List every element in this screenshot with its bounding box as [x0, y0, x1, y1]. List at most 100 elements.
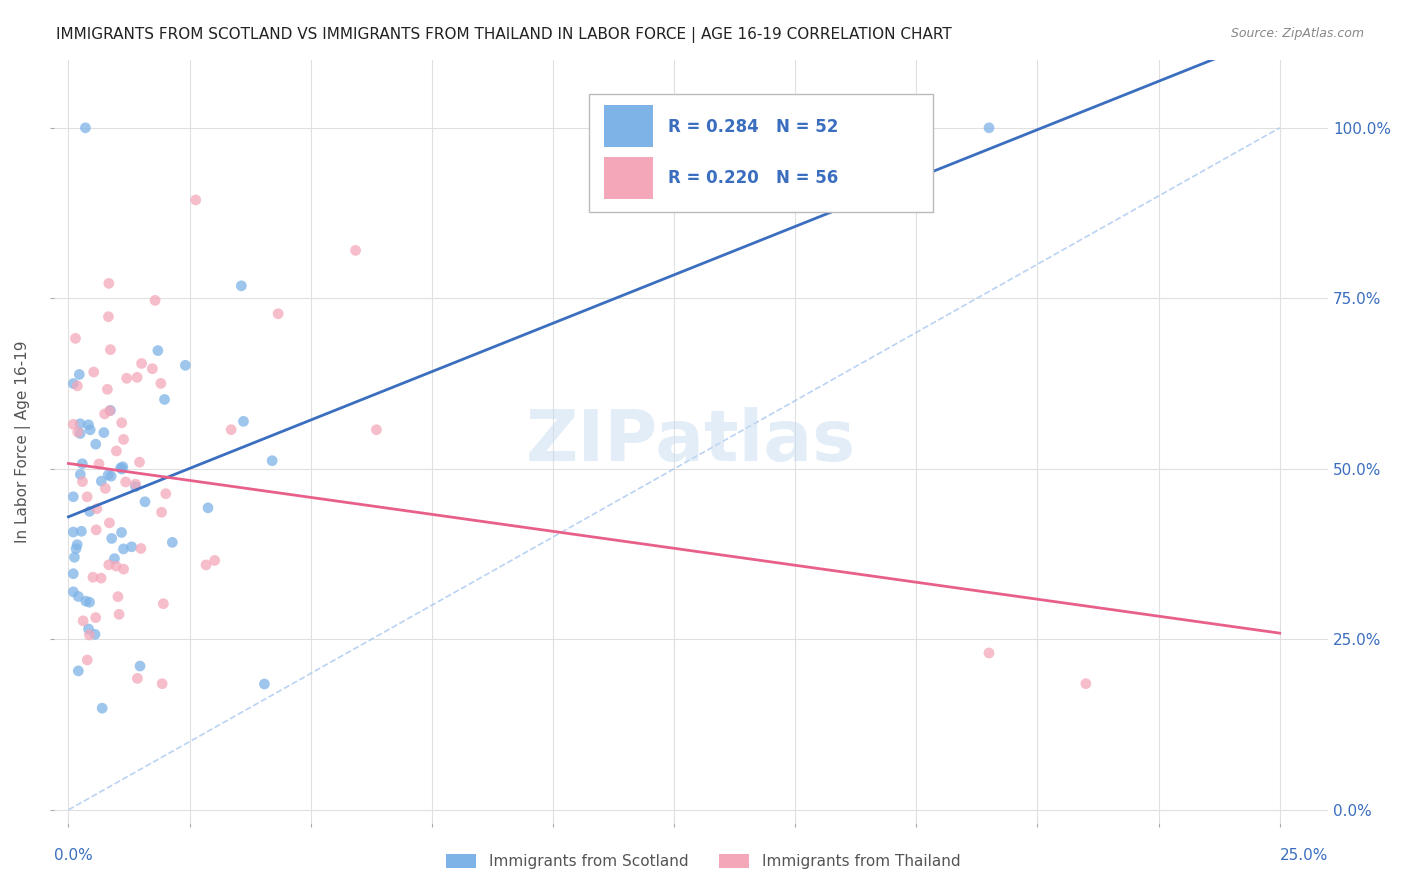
Point [114, 475, 136, 489]
Point [93, 407, 115, 421]
Point [67, 368, 90, 382]
Point [143, 293, 166, 308]
Point [62, 584, 84, 599]
Point [204, 553, 226, 567]
Point [84, 437, 107, 451]
Point [131, 356, 153, 370]
Point [66, 379, 89, 393]
Point [195, 558, 218, 572]
Point [150, 676, 173, 690]
Point [162, 535, 184, 549]
Point [103, 551, 125, 566]
Point [184, 193, 207, 207]
Point [146, 343, 169, 358]
Point [155, 486, 177, 500]
Point [100, 343, 122, 357]
Point [108, 607, 131, 622]
Point [83, 365, 105, 379]
Point [62, 490, 84, 504]
Point [86, 501, 108, 516]
Point [153, 392, 176, 407]
Point [62, 566, 84, 581]
Point [98, 516, 121, 530]
Point [72, 457, 94, 471]
Point [112, 433, 135, 447]
Point [977, 120, 1000, 135]
Point [90, 474, 112, 488]
Point [79, 423, 101, 437]
Point [124, 477, 146, 491]
Point [149, 376, 172, 391]
Point [105, 444, 128, 458]
Point [79, 628, 101, 642]
Point [63, 550, 86, 565]
Text: Source: ZipAtlas.com: Source: ZipAtlas.com [1230, 27, 1364, 40]
Point [129, 541, 152, 556]
Point [100, 532, 122, 546]
Point [65, 331, 87, 345]
Point [84, 523, 107, 537]
Point [69, 467, 91, 482]
Point [98, 403, 121, 417]
Point [62, 376, 84, 391]
Point [77, 622, 100, 636]
Point [112, 562, 135, 576]
Point [72, 614, 94, 628]
Point [69, 417, 91, 431]
Point [127, 672, 149, 686]
Point [94, 482, 117, 496]
Point [128, 455, 150, 469]
Point [366, 423, 388, 437]
Text: R = 0.220   N = 56: R = 0.220 N = 56 [668, 169, 838, 187]
Point [97, 467, 120, 482]
Point [129, 659, 152, 673]
Point [67, 590, 90, 604]
Bar [605, 157, 652, 199]
Point [111, 462, 134, 476]
Point [79, 504, 101, 518]
Point [72, 475, 94, 489]
Point [66, 425, 89, 439]
Point [67, 664, 90, 678]
Legend: Immigrants from Scotland, Immigrants from Thailand: Immigrants from Scotland, Immigrants fro… [440, 848, 966, 875]
Point [75, 120, 97, 135]
Point [219, 423, 242, 437]
Point [105, 559, 128, 574]
Point [100, 469, 122, 483]
Point [62, 524, 84, 539]
Point [110, 461, 132, 475]
Point [100, 403, 122, 417]
Point [97, 310, 120, 324]
Bar [605, 105, 652, 147]
Point [75, 594, 97, 608]
Point [262, 453, 284, 467]
Point [87, 457, 110, 471]
Point [82, 570, 104, 584]
Point [84, 627, 107, 641]
Point [152, 597, 174, 611]
Point [91, 701, 114, 715]
Point [79, 595, 101, 609]
Point [97, 558, 120, 572]
Point [134, 495, 156, 509]
Point [76, 490, 98, 504]
Point [121, 540, 143, 554]
Point [66, 538, 89, 552]
Text: 0.0%: 0.0% [53, 848, 93, 863]
Point [115, 371, 138, 385]
Point [111, 459, 134, 474]
Point [231, 278, 253, 293]
Point [84, 610, 107, 624]
Point [90, 571, 112, 585]
Point [97, 277, 120, 291]
Point [112, 541, 135, 556]
Y-axis label: In Labor Force | Age 16-19: In Labor Force | Age 16-19 [15, 340, 31, 543]
Point [70, 524, 93, 539]
Point [1074, 676, 1097, 690]
Point [253, 677, 276, 691]
Point [77, 417, 100, 432]
Point [65, 541, 87, 556]
Point [124, 479, 146, 493]
Point [96, 382, 118, 396]
Point [76, 653, 98, 667]
